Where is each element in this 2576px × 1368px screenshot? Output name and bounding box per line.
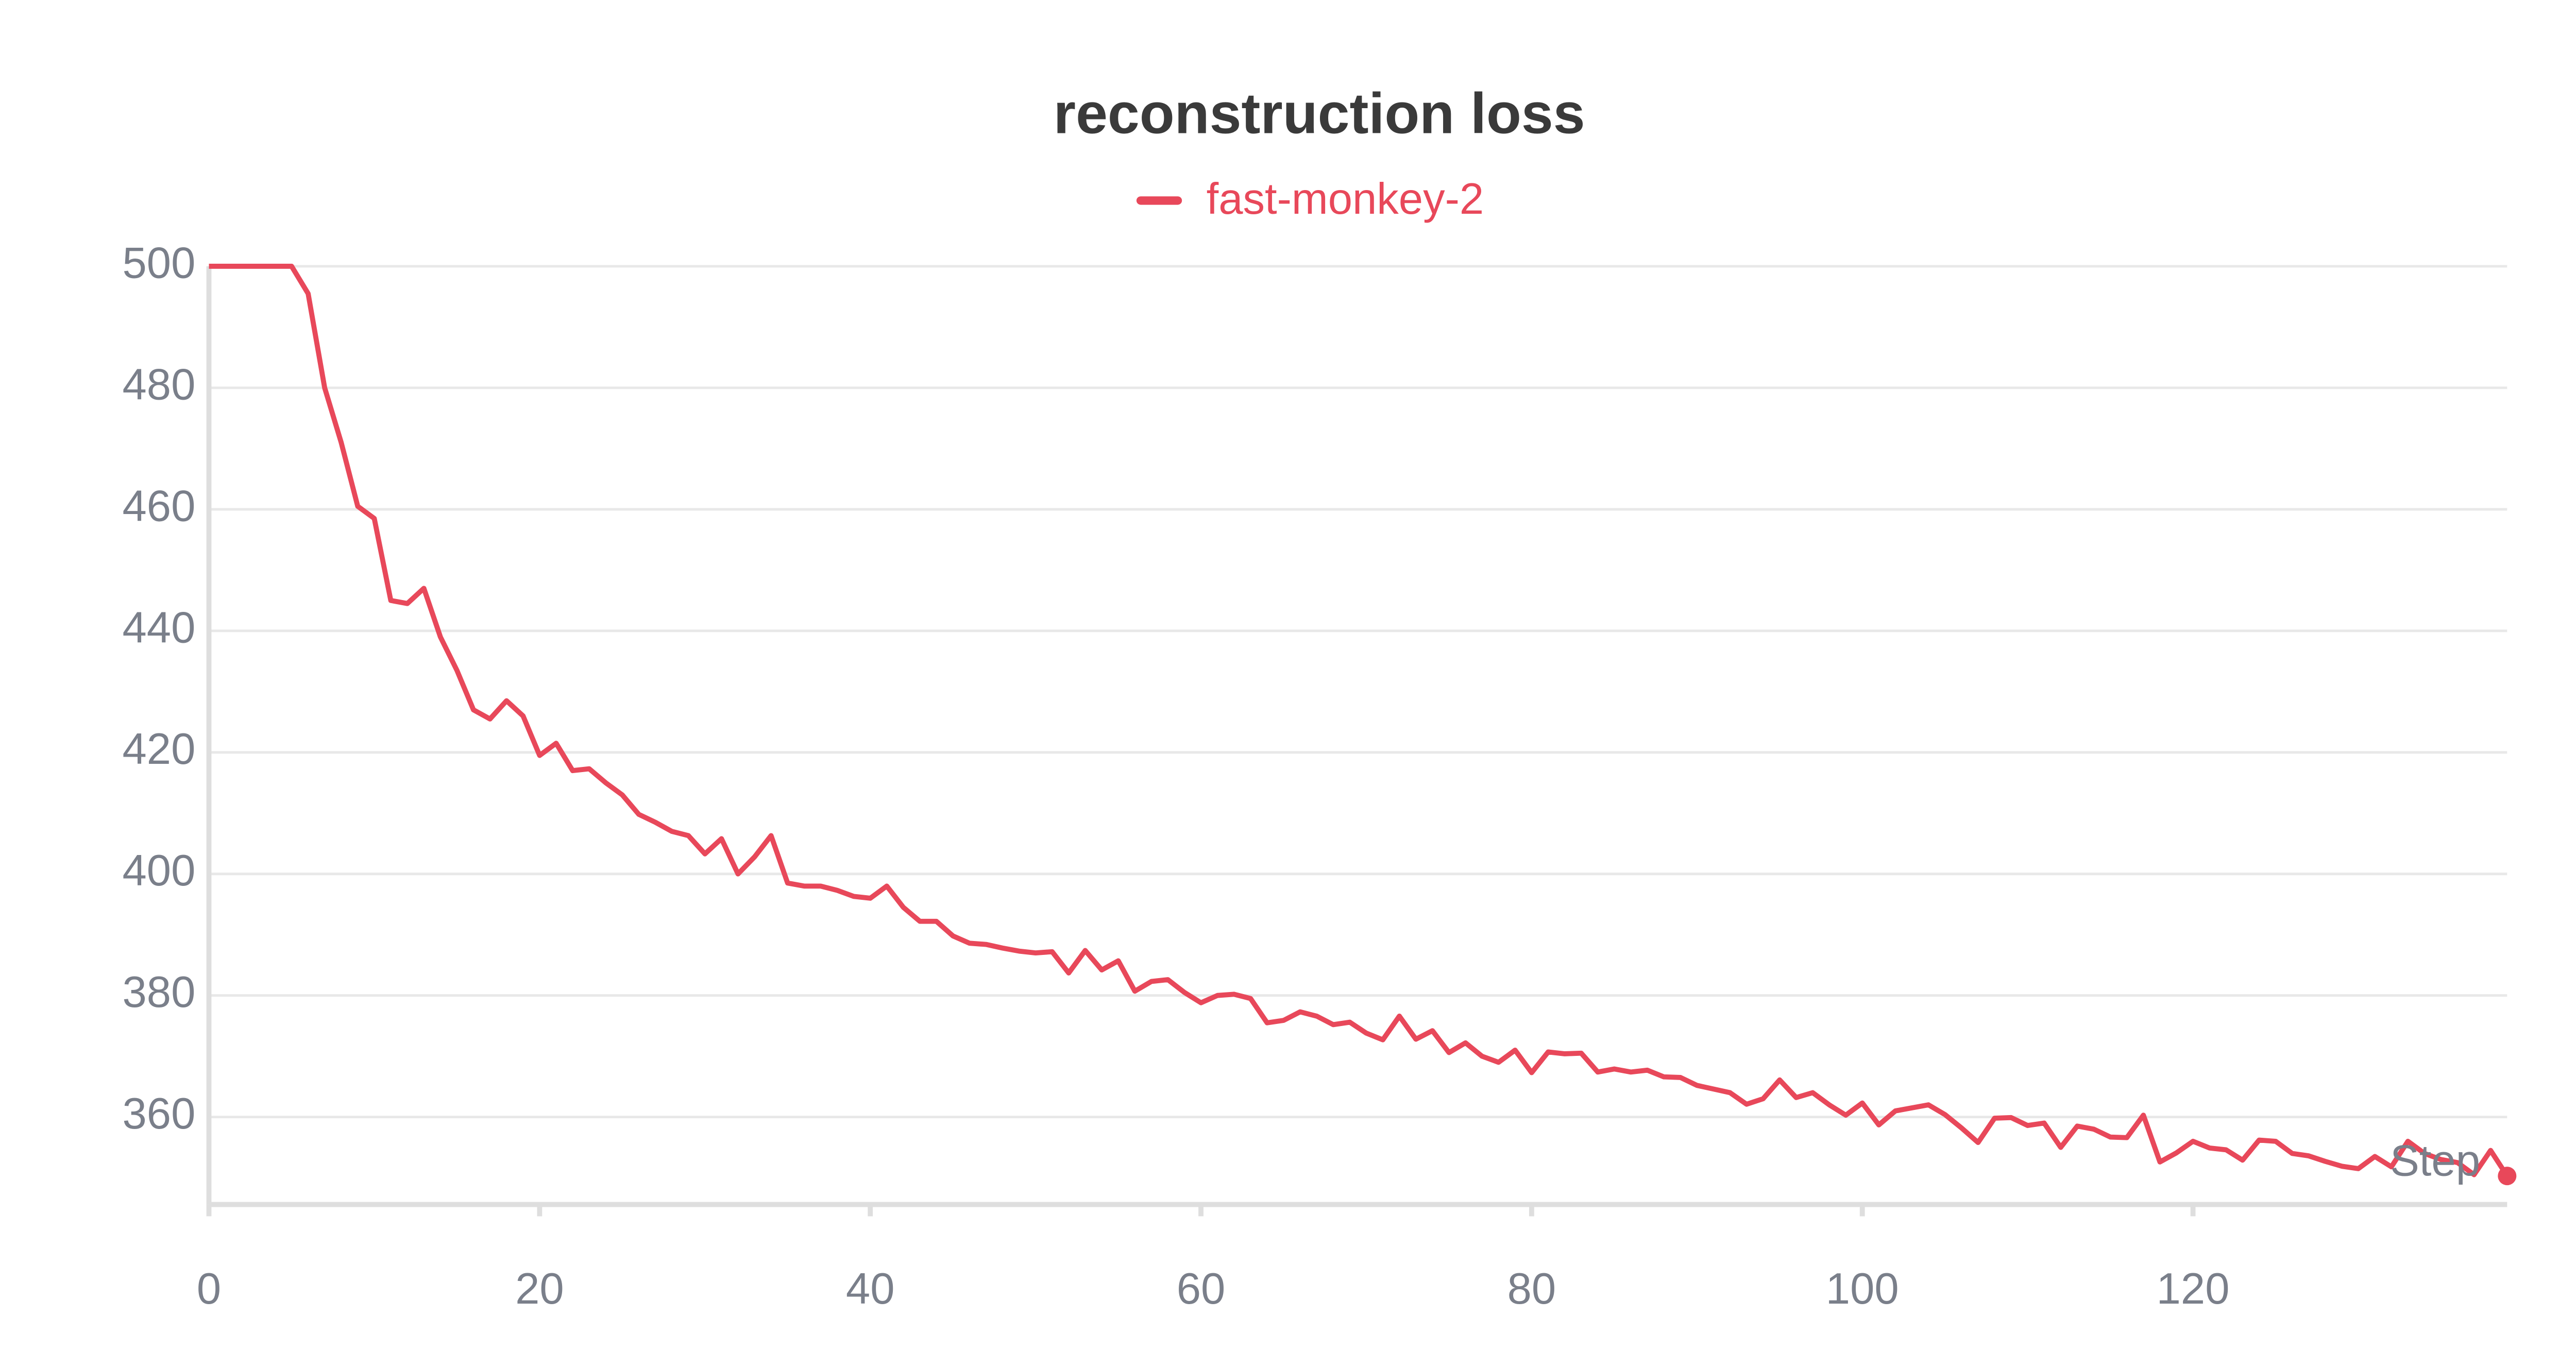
y-tick-label: 440 [123,603,196,652]
end-point [2498,1167,2517,1186]
y-tick-label: 500 [123,238,196,287]
line [209,264,2510,1177]
legend-label: fast-monkey-2 [1207,175,1484,224]
x-tick-label: 120 [2157,1264,2230,1313]
x-tick-label: 80 [1507,1264,1556,1313]
x-tick-label: 40 [846,1264,895,1313]
x-tick-label: 0 [197,1264,221,1313]
x-axis-label: Step [2390,1137,2480,1186]
x-tick-label: 60 [1177,1264,1226,1313]
x-tick-label: 100 [1826,1264,1899,1313]
y-tick-label: 420 [123,725,196,774]
y-tick-label: 360 [123,1089,196,1138]
y-tick-label: 400 [123,846,196,895]
chart-title: reconstruction loss [1054,81,1585,146]
x-tick-label: 20 [515,1264,564,1313]
y-tick-label: 460 [123,482,196,531]
y-tick-label: 380 [123,968,196,1017]
y-tick-label: 480 [123,360,196,409]
